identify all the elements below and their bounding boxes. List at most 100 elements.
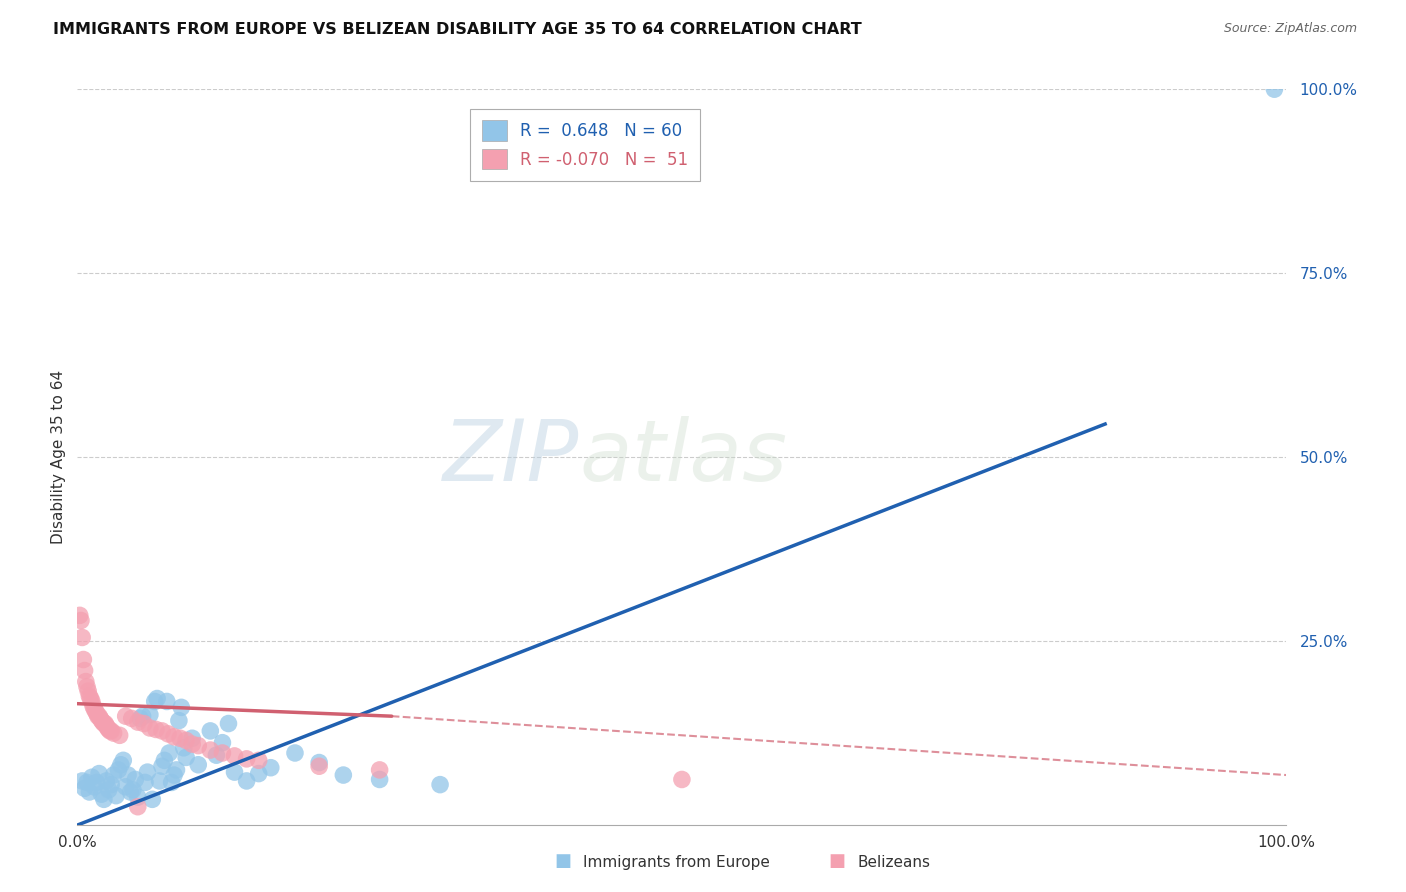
Point xyxy=(429,778,451,792)
Text: ■: ■ xyxy=(554,852,571,870)
Point xyxy=(156,694,179,708)
Point xyxy=(83,780,105,794)
Y-axis label: Disability Age 35 to 64: Disability Age 35 to 64 xyxy=(51,370,66,544)
Point xyxy=(96,774,118,789)
Point xyxy=(181,731,204,746)
Point xyxy=(127,799,149,814)
Point xyxy=(173,740,195,755)
Point xyxy=(90,787,112,801)
Point xyxy=(671,772,693,787)
Point xyxy=(211,746,233,760)
Point xyxy=(1263,82,1285,96)
Point xyxy=(368,772,391,787)
Text: ZIP: ZIP xyxy=(443,416,579,499)
Point xyxy=(127,790,149,805)
Text: ■: ■ xyxy=(828,852,845,870)
Point xyxy=(79,691,101,706)
Point xyxy=(80,770,103,784)
Point xyxy=(86,706,108,721)
Point xyxy=(100,723,122,738)
Point xyxy=(166,763,188,777)
Point xyxy=(163,730,186,744)
Point xyxy=(146,691,169,706)
Text: Immigrants from Europe: Immigrants from Europe xyxy=(583,855,770,870)
Text: Source: ZipAtlas.com: Source: ZipAtlas.com xyxy=(1223,22,1357,36)
Point xyxy=(308,759,330,773)
Point xyxy=(96,719,118,733)
Point xyxy=(76,680,98,694)
Point xyxy=(247,753,270,767)
Point xyxy=(87,709,110,723)
Legend: R =  0.648   N = 60, R = -0.070   N =  51: R = 0.648 N = 60, R = -0.070 N = 51 xyxy=(470,109,700,181)
Point xyxy=(131,709,153,723)
Point xyxy=(153,753,176,767)
Point xyxy=(218,716,240,731)
Point xyxy=(108,728,131,742)
Point xyxy=(110,757,132,772)
Point xyxy=(72,652,94,666)
Point xyxy=(114,709,136,723)
Point xyxy=(70,614,93,628)
Point xyxy=(169,731,191,746)
Point xyxy=(148,774,170,789)
Point xyxy=(97,782,120,797)
Point xyxy=(121,711,143,725)
Point xyxy=(167,714,190,728)
Point xyxy=(174,750,197,764)
Point xyxy=(103,768,125,782)
Point xyxy=(96,721,118,735)
Point xyxy=(86,775,108,789)
Point xyxy=(76,775,98,789)
Point xyxy=(70,774,93,789)
Point xyxy=(145,723,167,737)
Point xyxy=(98,723,121,738)
Point xyxy=(117,768,139,782)
Point xyxy=(103,726,125,740)
Point xyxy=(124,772,146,787)
Point xyxy=(150,759,173,773)
Point xyxy=(143,694,166,708)
Point xyxy=(224,748,246,763)
Point xyxy=(187,757,209,772)
Point xyxy=(139,721,162,735)
Point xyxy=(174,733,197,747)
Point xyxy=(69,608,91,623)
Point xyxy=(157,746,180,760)
Point xyxy=(181,737,204,751)
Point xyxy=(127,715,149,730)
Text: Belizeans: Belizeans xyxy=(858,855,931,870)
Point xyxy=(136,765,159,780)
Point xyxy=(105,789,128,803)
Point xyxy=(93,792,115,806)
Point xyxy=(79,785,101,799)
Point xyxy=(134,775,156,789)
Point xyxy=(235,752,257,766)
Point xyxy=(120,785,142,799)
Point xyxy=(187,739,209,753)
Point xyxy=(235,774,257,789)
Point xyxy=(157,727,180,741)
Text: IMMIGRANTS FROM EUROPE VS BELIZEAN DISABILITY AGE 35 TO 64 CORRELATION CHART: IMMIGRANTS FROM EUROPE VS BELIZEAN DISAB… xyxy=(53,22,862,37)
Point xyxy=(77,684,100,698)
Point xyxy=(87,709,110,723)
Point xyxy=(73,781,96,796)
Point xyxy=(332,768,354,782)
Point xyxy=(200,743,222,757)
Point xyxy=(100,778,122,792)
Point xyxy=(80,694,103,708)
Point xyxy=(79,690,101,704)
Point xyxy=(94,716,117,731)
Point xyxy=(200,723,222,738)
Point xyxy=(90,714,112,728)
Point xyxy=(132,716,155,731)
Point xyxy=(260,761,283,775)
Point xyxy=(224,765,246,780)
Point xyxy=(114,780,136,794)
Point xyxy=(129,711,152,725)
Point xyxy=(82,698,104,713)
Point xyxy=(93,716,115,731)
Text: atlas: atlas xyxy=(579,416,787,499)
Point xyxy=(160,775,183,789)
Point xyxy=(83,702,105,716)
Point xyxy=(247,766,270,780)
